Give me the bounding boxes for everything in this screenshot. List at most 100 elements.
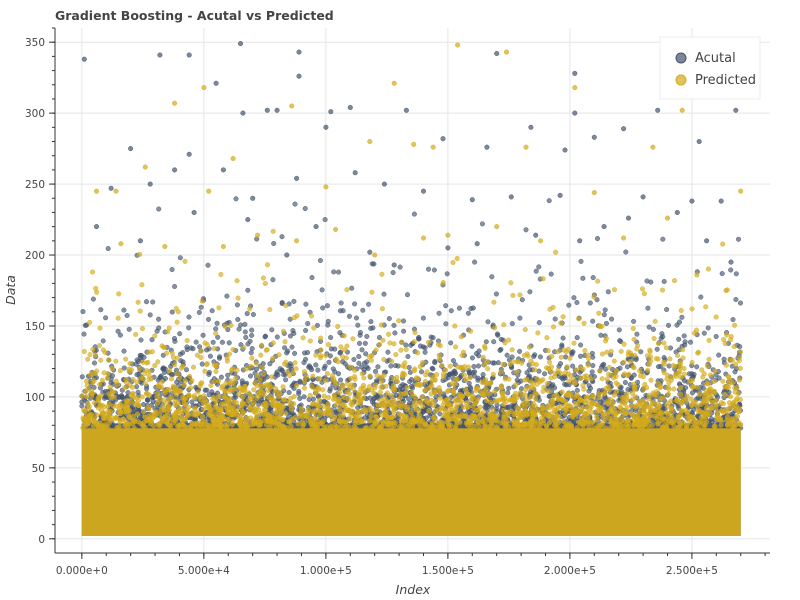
data-point <box>137 308 143 314</box>
data-point <box>318 335 324 341</box>
data-point <box>461 372 467 378</box>
data-point <box>605 289 611 295</box>
data-point <box>367 418 373 424</box>
data-point <box>494 331 500 337</box>
data-point <box>582 348 588 354</box>
data-point <box>117 332 123 338</box>
data-point <box>213 330 219 336</box>
data-point <box>168 376 175 382</box>
data-point <box>444 271 450 277</box>
data-point <box>271 240 277 247</box>
data-point <box>429 378 435 384</box>
data-point <box>445 245 451 251</box>
data-point <box>300 419 306 426</box>
data-point <box>381 372 387 378</box>
data-point <box>219 339 225 345</box>
data-point <box>590 419 596 425</box>
data-point <box>700 385 706 391</box>
data-point <box>611 375 617 381</box>
data-point <box>733 361 739 367</box>
data-point <box>443 321 449 327</box>
data-point <box>411 393 417 399</box>
data-point <box>485 319 491 325</box>
data-point <box>161 397 167 404</box>
data-point <box>609 404 615 410</box>
data-point <box>713 314 719 320</box>
data-point <box>695 403 701 409</box>
data-point <box>264 107 270 113</box>
data-point <box>343 355 349 361</box>
data-point <box>177 331 183 337</box>
data-point <box>224 293 230 299</box>
data-point <box>471 413 477 419</box>
data-point <box>452 323 458 329</box>
data-point <box>142 370 148 376</box>
data-point <box>283 359 289 365</box>
data-point <box>641 386 647 392</box>
data-point <box>736 355 743 361</box>
data-point <box>369 352 375 358</box>
data-point <box>247 306 253 312</box>
data-point <box>246 390 252 396</box>
data-point <box>583 394 589 400</box>
data-point <box>628 402 634 409</box>
data-point <box>594 408 600 414</box>
data-point <box>585 362 591 368</box>
data-point <box>274 107 280 113</box>
data-point <box>198 304 204 310</box>
data-point <box>669 374 675 380</box>
data-point <box>213 368 219 375</box>
data-point <box>375 364 381 370</box>
data-point <box>569 351 575 357</box>
data-point <box>101 395 108 401</box>
data-point <box>347 391 353 397</box>
data-point <box>186 151 192 157</box>
data-point <box>288 423 294 429</box>
data-point <box>139 282 145 288</box>
data-point <box>250 311 256 318</box>
data-point <box>337 390 343 396</box>
data-point <box>586 383 592 389</box>
data-point <box>439 362 445 369</box>
data-point <box>654 346 660 352</box>
data-point <box>199 424 205 430</box>
data-point <box>384 422 390 428</box>
data-point <box>523 144 529 150</box>
data-point <box>248 363 254 369</box>
data-point <box>606 364 612 370</box>
data-point <box>275 372 281 378</box>
data-point <box>505 409 511 415</box>
data-point <box>534 391 540 397</box>
data-point <box>664 306 670 313</box>
data-point <box>655 107 661 113</box>
data-point <box>716 352 722 358</box>
data-point <box>172 100 178 106</box>
data-point <box>480 391 487 397</box>
data-point <box>518 413 524 420</box>
data-point <box>624 405 630 411</box>
data-point <box>529 416 535 422</box>
data-point <box>631 318 637 324</box>
data-point <box>384 399 390 405</box>
data-point <box>307 415 313 421</box>
chart-title: Gradient Boosting - Acutal vs Predicted <box>55 8 334 23</box>
data-point <box>558 354 564 360</box>
data-point <box>328 109 334 115</box>
data-point <box>655 421 661 427</box>
data-point <box>315 367 321 373</box>
data-point <box>597 368 603 374</box>
data-point <box>325 342 332 348</box>
data-point <box>730 317 736 323</box>
data-point <box>425 339 432 345</box>
data-point <box>390 270 396 276</box>
data-point <box>689 384 695 390</box>
data-point <box>180 418 186 424</box>
data-point <box>267 307 273 313</box>
data-point <box>650 400 656 406</box>
data-point <box>152 410 158 416</box>
data-point <box>221 401 227 407</box>
data-point <box>99 377 105 383</box>
data-point <box>360 382 367 388</box>
data-point <box>270 277 276 283</box>
data-point <box>659 331 665 337</box>
